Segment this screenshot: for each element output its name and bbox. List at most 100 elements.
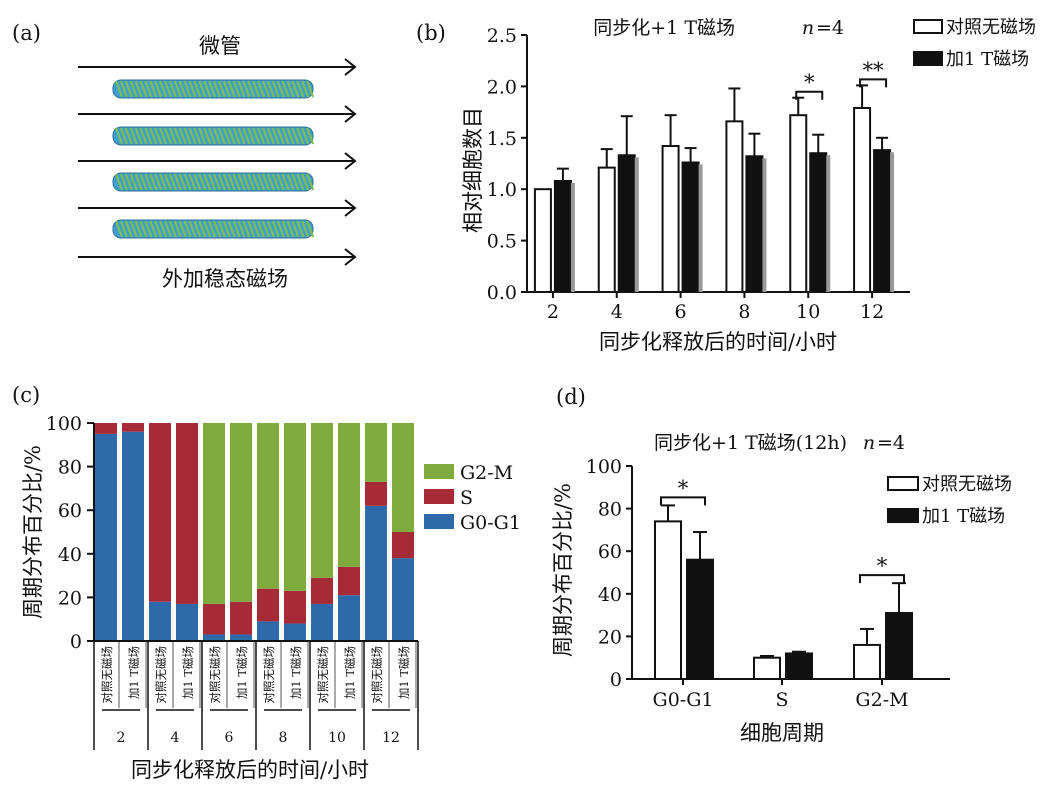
microtubule-stripe bbox=[173, 220, 182, 238]
microtubule-stripe bbox=[198, 220, 207, 238]
c-bar-label: 对照无磁场 bbox=[316, 646, 330, 704]
microtubule-stripe bbox=[257, 127, 266, 145]
microtubule-stripe bbox=[281, 173, 290, 191]
c-legend: G2-M S G0-G1 bbox=[424, 462, 521, 534]
c-y-tick-label: 0 bbox=[70, 631, 82, 653]
c-legend-label: S bbox=[460, 487, 473, 509]
c-segment-g0-g1 bbox=[284, 623, 306, 641]
microtubule-stripe bbox=[232, 127, 241, 145]
b-bar-shadow bbox=[698, 164, 703, 292]
c-group-label: 6 bbox=[225, 730, 234, 746]
microtubule-stripe bbox=[252, 220, 261, 238]
c-legend-swatch bbox=[424, 489, 454, 504]
d-bar-control bbox=[853, 643, 881, 680]
d-legend-label: 加1 T磁场 bbox=[922, 506, 1005, 527]
microtubule-stripe bbox=[232, 173, 241, 191]
microtubule-stripe bbox=[119, 220, 128, 238]
c-legend-swatch bbox=[424, 464, 454, 479]
microtubule bbox=[112, 126, 315, 146]
panel-b-title-n: n bbox=[802, 17, 814, 39]
b-bar-field bbox=[873, 149, 892, 293]
microtubule-stripe bbox=[217, 80, 226, 98]
microtubule-stripe bbox=[203, 173, 212, 191]
microtubule-stripe bbox=[301, 80, 310, 98]
c-segment-s bbox=[203, 603, 225, 635]
microtubule-stripe bbox=[183, 127, 192, 145]
microtubule-stripe bbox=[203, 80, 212, 98]
d-y-tick-label: 60 bbox=[598, 541, 622, 563]
microtubule-stripe bbox=[227, 173, 236, 191]
microtubule-stripe bbox=[281, 127, 290, 145]
b-bar-field bbox=[745, 155, 764, 293]
microtubule-stripe bbox=[301, 173, 310, 191]
b-y-tick-label: 2.5 bbox=[487, 25, 517, 47]
microtubule-stripe bbox=[168, 80, 177, 98]
microtubule-stripe bbox=[301, 220, 310, 238]
microtubule-stripe bbox=[247, 173, 256, 191]
c-group-label: 2 bbox=[117, 730, 126, 746]
panel-b-label: (b) bbox=[416, 21, 446, 45]
c-segment-g2-m bbox=[284, 423, 306, 591]
microtubule-stripe bbox=[139, 127, 148, 145]
b-bar-shadow bbox=[634, 157, 639, 292]
microtubule-stripe bbox=[129, 127, 138, 145]
b-bar-shadow bbox=[826, 155, 831, 292]
microtubule-stripe bbox=[178, 173, 187, 191]
microtubule-stripe bbox=[139, 80, 148, 98]
c-segment-g2-m bbox=[230, 423, 252, 602]
c-group-label: 8 bbox=[279, 730, 288, 746]
microtubule-stripe bbox=[124, 127, 133, 145]
c-segment-g0-g1 bbox=[203, 634, 225, 641]
c-segment-s bbox=[149, 423, 171, 602]
d-legend-swatch-control bbox=[887, 476, 919, 491]
panel-c-plot: 020406080100对照无磁场 加1 T磁场 对照无磁场 加1 T磁场 对照无磁场加… bbox=[46, 413, 521, 750]
field-arrow-head-icon bbox=[344, 105, 357, 123]
microtubule-stripe bbox=[286, 127, 295, 145]
microtubule-stripe bbox=[217, 220, 226, 238]
c-group-label: 10 bbox=[328, 730, 346, 746]
microtubule-stripe bbox=[291, 80, 300, 98]
microtubule-stripe bbox=[247, 220, 256, 238]
microtubule-stripe bbox=[257, 220, 266, 238]
microtubule-stripe bbox=[281, 80, 290, 98]
microtubule-stripe bbox=[144, 220, 153, 238]
microtubule-stripe bbox=[306, 173, 315, 191]
microtubule-stripe bbox=[198, 80, 207, 98]
microtubule-stripe bbox=[227, 80, 236, 98]
microtubule-stripe bbox=[178, 220, 187, 238]
microtubule-stripe bbox=[168, 127, 177, 145]
microtubule-stripe bbox=[178, 127, 187, 145]
microtubule-stripe bbox=[129, 80, 138, 98]
b-significance-bracket bbox=[795, 90, 824, 100]
d-bar-field bbox=[686, 558, 714, 680]
d-bar-control bbox=[753, 656, 781, 681]
d-bar-field bbox=[885, 611, 913, 680]
panel-d-title-n-value: =4 bbox=[877, 432, 905, 454]
c-segment-g0-g1 bbox=[257, 621, 279, 641]
b-bar-shadow bbox=[570, 182, 575, 292]
microtubule-stripe bbox=[291, 173, 300, 191]
microtubule-stripe bbox=[173, 80, 182, 98]
c-bar-label: 加1 T磁场 bbox=[343, 646, 357, 699]
microtubule-stripe bbox=[159, 220, 168, 238]
microtubule-stripe bbox=[129, 173, 138, 191]
c-segment-s bbox=[176, 423, 198, 604]
field-arrow-head-icon bbox=[344, 152, 357, 170]
microtubule-stripe bbox=[261, 80, 271, 98]
microtubule-stripe bbox=[237, 220, 246, 238]
microtubule-stripe bbox=[159, 173, 168, 191]
d-y-tick-label: 20 bbox=[598, 626, 622, 648]
microtubule-stripe bbox=[154, 127, 163, 145]
microtubule-stripe bbox=[159, 127, 168, 145]
b-bar-control bbox=[661, 145, 680, 293]
b-bar-field bbox=[809, 152, 828, 293]
microtubule-stripe bbox=[271, 173, 280, 191]
d-significance-bracket bbox=[660, 496, 706, 506]
microtubule-stripe bbox=[154, 173, 163, 191]
microtubule-stripe bbox=[296, 173, 305, 191]
microtubule-label: 微管 bbox=[199, 34, 241, 58]
c-segment-g0-g1 bbox=[149, 601, 171, 641]
microtubule bbox=[112, 172, 315, 192]
microtubule-stripe bbox=[144, 173, 153, 191]
